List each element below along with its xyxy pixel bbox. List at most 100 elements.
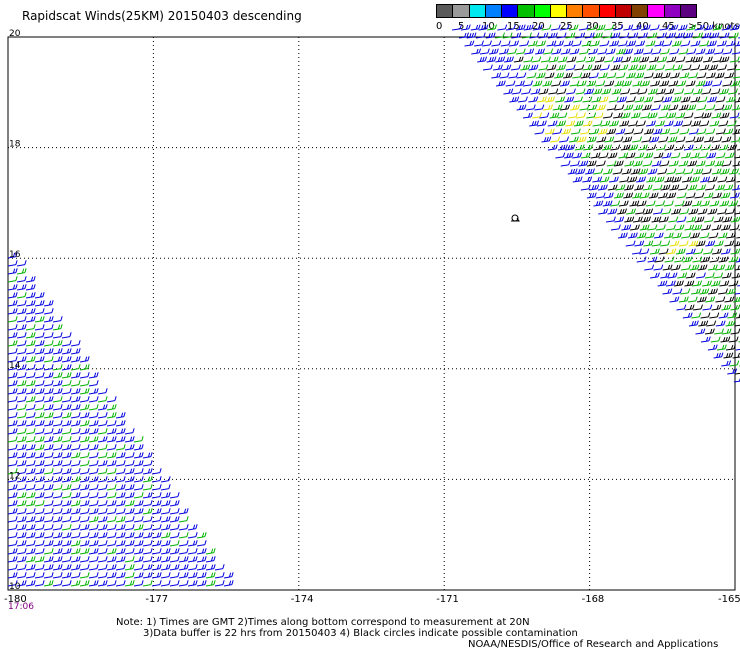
wind-barb bbox=[669, 48, 680, 55]
wind-barb bbox=[513, 56, 524, 63]
wind-barb bbox=[628, 32, 639, 39]
wind-barb bbox=[686, 104, 697, 111]
wind-barb bbox=[133, 492, 144, 499]
wind-barb bbox=[25, 308, 36, 315]
wind-barb bbox=[606, 160, 617, 167]
wind-barb bbox=[614, 80, 625, 87]
wind-barb bbox=[585, 56, 596, 63]
wind-barb bbox=[575, 32, 586, 39]
wind-barb bbox=[690, 40, 701, 47]
wind-barb bbox=[43, 420, 54, 427]
wind-barb bbox=[657, 168, 668, 175]
wind-barb bbox=[88, 524, 99, 531]
wind-barb bbox=[34, 492, 45, 499]
wind-barb bbox=[124, 476, 135, 483]
wind-barb bbox=[115, 452, 126, 459]
wind-barb bbox=[633, 48, 644, 55]
wind-barb bbox=[196, 572, 207, 579]
wind-barb bbox=[555, 96, 566, 103]
wind-barb bbox=[663, 120, 674, 127]
wind-barb bbox=[706, 152, 717, 159]
wind-barb bbox=[712, 80, 722, 87]
wind-barb bbox=[699, 120, 710, 127]
wind-barb bbox=[516, 104, 527, 111]
wind-barb bbox=[160, 532, 171, 539]
wind-barb bbox=[723, 184, 734, 191]
wind-barb bbox=[566, 88, 576, 95]
wind-barb bbox=[477, 56, 488, 63]
wind-barb bbox=[724, 152, 735, 159]
wind-barb bbox=[705, 296, 716, 303]
wind-barb bbox=[79, 380, 90, 387]
wind-barb bbox=[697, 208, 708, 215]
wind-barb bbox=[563, 72, 573, 79]
wind-barb bbox=[695, 160, 706, 167]
wind-barb bbox=[25, 476, 36, 483]
wind-barb bbox=[710, 280, 721, 287]
wind-barb bbox=[70, 340, 81, 347]
wind-barb bbox=[124, 572, 135, 579]
wind-barb bbox=[61, 412, 72, 419]
wind-barb bbox=[452, 24, 462, 31]
wind-barb bbox=[187, 532, 198, 539]
wind-barb bbox=[674, 200, 685, 207]
wind-barb bbox=[649, 136, 660, 143]
wind-barb bbox=[7, 468, 18, 475]
wind-barb bbox=[580, 72, 591, 79]
wind-barb bbox=[509, 96, 520, 103]
wind-barb bbox=[16, 516, 27, 523]
wind-barb bbox=[88, 468, 99, 475]
wind-barb bbox=[534, 104, 545, 111]
wind-barb bbox=[133, 500, 144, 507]
wind-barb bbox=[668, 24, 679, 31]
wind-barb bbox=[97, 420, 108, 427]
wind-barb bbox=[699, 40, 710, 47]
wind-barb bbox=[486, 56, 497, 63]
wind-barb bbox=[681, 64, 692, 71]
wind-barb bbox=[61, 380, 72, 387]
wind-barb bbox=[599, 176, 610, 183]
wind-barb bbox=[728, 280, 739, 287]
wind-barb bbox=[705, 240, 716, 247]
wind-barb bbox=[106, 404, 117, 411]
wind-barb bbox=[736, 236, 740, 239]
wind-barb bbox=[586, 192, 597, 199]
lat-label: 10 bbox=[9, 582, 21, 592]
wind-barb bbox=[52, 348, 63, 355]
wind-barb bbox=[106, 492, 117, 499]
wind-barb bbox=[737, 60, 740, 63]
wind-barb bbox=[97, 564, 108, 571]
wind-barb bbox=[682, 256, 693, 263]
wind-barb bbox=[70, 356, 81, 363]
wind-barb bbox=[593, 112, 604, 119]
wind-barb bbox=[106, 524, 117, 531]
wind-barb bbox=[668, 160, 679, 167]
wind-barb bbox=[7, 428, 18, 435]
wind-barb bbox=[16, 492, 27, 499]
wind-barb bbox=[7, 508, 18, 515]
wind-barb bbox=[560, 80, 570, 87]
wind-barb bbox=[714, 328, 724, 335]
wind-barb bbox=[615, 128, 626, 135]
wind-barb bbox=[689, 152, 700, 159]
wind-barb bbox=[61, 580, 72, 587]
wind-barb bbox=[205, 556, 216, 563]
wind-barb bbox=[658, 216, 669, 223]
wind-barb bbox=[696, 128, 707, 135]
wind-barb bbox=[70, 500, 81, 507]
wind-barb bbox=[531, 56, 542, 63]
wind-barb bbox=[610, 144, 621, 151]
wind-barb bbox=[591, 96, 602, 103]
legend-label: 40 bbox=[636, 21, 649, 32]
wind-barb bbox=[646, 144, 657, 151]
wind-barb bbox=[606, 104, 617, 111]
wind-barb bbox=[664, 144, 675, 151]
wind-barb bbox=[718, 120, 729, 127]
wind-barb bbox=[499, 72, 510, 79]
wind-barb bbox=[509, 40, 519, 47]
wind-barb bbox=[169, 548, 180, 555]
wind-barb bbox=[737, 201, 740, 207]
wind-barb bbox=[7, 316, 18, 323]
wind-barb bbox=[52, 412, 63, 419]
wind-barb bbox=[540, 56, 551, 63]
